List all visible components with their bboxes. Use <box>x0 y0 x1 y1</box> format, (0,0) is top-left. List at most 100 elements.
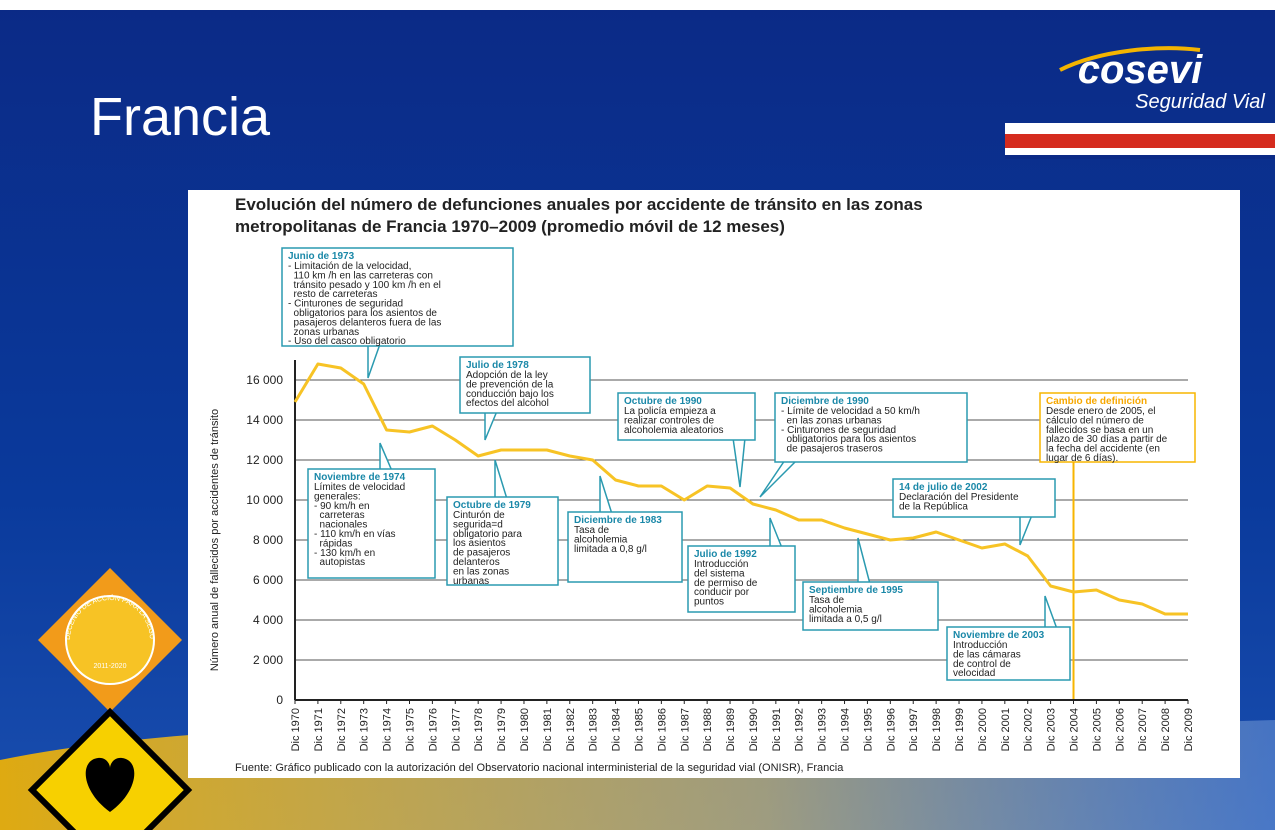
source: Fuente: Gráfico publicado con la autoriz… <box>235 762 844 774</box>
x-tick-label: Dic 1985 <box>633 708 645 751</box>
callout-text: del sistema <box>694 568 745 579</box>
callout-text: zonas urbanas <box>288 327 359 338</box>
badge-circle <box>65 595 155 685</box>
x-tick-label: Dic 1970 <box>290 708 302 751</box>
heart <box>85 757 135 812</box>
x-tick-label: Dic 1971 <box>313 708 325 751</box>
x-tick-label: Dic 1974 <box>382 708 394 751</box>
callout-text: de control de <box>953 659 1011 670</box>
badge-years: 2011-2020 <box>94 663 127 670</box>
callout-text: 110 km /h en las carreteras con <box>288 270 433 281</box>
callout-text: - Uso del casco obligatorio <box>288 336 406 347</box>
callout-title: Noviembre de 2003 <box>953 630 1045 641</box>
callout-box <box>946 626 1071 681</box>
slide-title: Francia <box>90 87 271 147</box>
callout-text: alcoholemia <box>574 534 628 545</box>
x-tick-label: Dic 1980 <box>519 708 531 751</box>
y-tick-label: 6 000 <box>253 573 283 587</box>
callout-text: segurida=d <box>453 519 503 530</box>
callout-box <box>687 545 796 613</box>
callout-text: conducir por <box>694 587 750 598</box>
callout-box <box>281 247 514 347</box>
x-tick-label: Dic 1979 <box>496 708 508 751</box>
x-tick-label: Dic 2002 <box>1023 708 1035 751</box>
callout-text: rápidas <box>314 538 352 549</box>
callout-title: Septiembre de 1995 <box>809 585 903 596</box>
x-tick-label: Dic 1986 <box>656 708 668 751</box>
callout-text: limitada a 0,8 g/l <box>574 544 647 555</box>
callout-text: en las zonas urbanas <box>781 415 882 426</box>
top-margin <box>0 0 1275 10</box>
callout-text: lugar de 6 días). <box>1046 453 1118 464</box>
x-tick-label: Dic 1977 <box>450 708 462 751</box>
callout-text: de la República <box>899 501 968 512</box>
callout-title: Cambio de definición <box>1046 396 1147 407</box>
callout-box <box>892 478 1056 518</box>
callout-text: en las zonas <box>453 566 509 577</box>
y-tick-label: 12 000 <box>246 453 283 467</box>
x-tick-label: Dic 1987 <box>679 708 691 751</box>
callout-title: Julio de 1992 <box>694 549 757 560</box>
callout-title: Diciembre de 1990 <box>781 396 869 407</box>
x-tick-label: Dic 1990 <box>748 708 760 751</box>
callout-text: - Cinturones de seguridad <box>288 299 403 310</box>
callout-text: - 110 km/h en vías <box>314 529 396 540</box>
callout-text: carreteras <box>314 510 365 521</box>
x-tick-label: Dic 1975 <box>404 708 416 751</box>
callout-text: resto de carreteras <box>288 289 377 300</box>
x-tick-label: Dic 1995 <box>862 708 874 751</box>
x-tick-label: Dic 1984 <box>611 708 623 751</box>
callout-text: obligatorios para los asientos <box>781 434 916 445</box>
callout-text: limitada a 0,5 g/l <box>809 614 882 625</box>
callout-box <box>459 356 591 414</box>
callout-text: Tasa de <box>809 595 844 606</box>
x-tick-label: Dic 1992 <box>794 708 806 751</box>
callout-text: Adopción de la ley <box>466 370 548 381</box>
x-tick-label: Dic 2000 <box>977 708 989 751</box>
callout-text: los asientos <box>453 538 506 549</box>
x-tick-label: Dic 1998 <box>931 708 943 751</box>
callout-text: urbanas <box>453 576 489 587</box>
callout-title: Noviembre de 1974 <box>314 472 406 483</box>
y-axis-label: Número anual de fallecidos por accidente… <box>209 409 221 671</box>
x-tick-label: Dic 1989 <box>725 708 737 751</box>
x-tick-label: Dic 1982 <box>565 708 577 751</box>
callout-text: - Límite de velocidad a 50 km/h <box>781 406 920 417</box>
callout-text: de pasajeros <box>453 548 510 559</box>
callout-title: 14 de julio de 2002 <box>899 482 988 493</box>
callout-text: La policía empieza a <box>624 406 716 417</box>
callout-text: puntos <box>694 597 724 608</box>
callout-title: Diciembre de 1983 <box>574 515 662 526</box>
x-tick-label: Dic 1996 <box>885 708 897 751</box>
flag-red <box>1005 134 1275 148</box>
x-tick-label: Dic 2001 <box>1000 708 1012 751</box>
callout-text: Introducción <box>953 640 1007 651</box>
callout-box <box>1039 392 1196 463</box>
callout-text: tránsito pesado y 100 km /h en el <box>288 280 441 291</box>
callout-box <box>774 392 968 463</box>
callout-text: de las cámaras <box>953 649 1021 660</box>
y-tick-label: 4 000 <box>253 613 283 627</box>
callout-text: alcoholemia <box>809 604 863 615</box>
chart: Evolución del número de defunciones anua… <box>209 195 1196 774</box>
callout-box <box>446 496 559 586</box>
callout-text: pasajeros delanteros fuera de las <box>288 317 441 328</box>
callout-text: cálculo del número de <box>1046 415 1144 426</box>
callout-box <box>307 468 436 579</box>
callout-text: autopistas <box>314 557 365 568</box>
callout-text: de prevención de la <box>466 379 554 390</box>
callout-text: generales: <box>314 491 361 502</box>
x-tick-label: Dic 1983 <box>588 708 600 751</box>
y-tick-label: 2 000 <box>253 653 283 667</box>
callout-text: plazo de 30 días a partir de <box>1046 434 1168 445</box>
callout-text: fallecidos se basa en un <box>1046 425 1153 436</box>
x-tick-label: Dic 1993 <box>817 708 829 751</box>
callout-text: velocidad <box>953 668 995 679</box>
callout-text: Desde enero de 2005, el <box>1046 406 1156 417</box>
callout-box <box>567 511 683 583</box>
callout-box <box>617 392 756 441</box>
x-tick-label: Dic 2007 <box>1137 708 1149 751</box>
callout-text: - 130 km/h en <box>314 548 375 559</box>
